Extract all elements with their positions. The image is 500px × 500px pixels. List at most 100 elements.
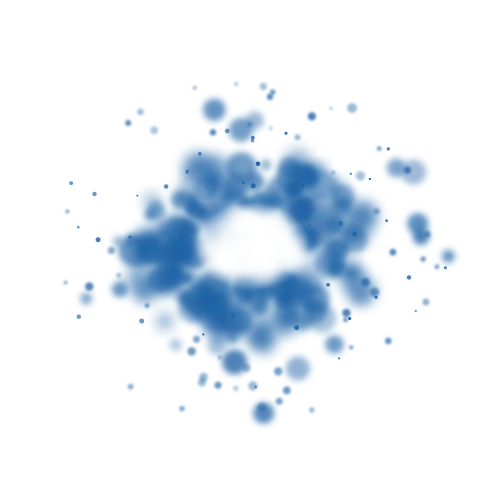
particle [250, 139, 255, 143]
particle [355, 293, 366, 304]
particle [370, 287, 380, 297]
particle [282, 386, 291, 395]
particle [308, 223, 311, 226]
particle [201, 295, 206, 301]
particle [209, 129, 217, 136]
particle [342, 308, 351, 318]
particle [136, 194, 139, 197]
particle [374, 295, 378, 299]
particle [414, 309, 417, 313]
particle [274, 367, 283, 376]
particle [441, 249, 455, 263]
particle [113, 236, 123, 247]
particle [422, 298, 430, 306]
particle [209, 311, 240, 341]
particle [85, 282, 94, 291]
particle [218, 355, 222, 360]
particle [267, 226, 287, 245]
particle [376, 146, 382, 151]
particle [284, 131, 288, 135]
particle [248, 381, 258, 391]
particle [128, 235, 132, 239]
particle [125, 120, 132, 126]
particle [163, 184, 169, 189]
particle [144, 209, 156, 221]
particle [290, 283, 311, 305]
particle [264, 253, 284, 272]
particle [348, 276, 377, 306]
particle [207, 336, 226, 355]
particle [355, 171, 366, 181]
particle [341, 222, 363, 244]
particle [307, 170, 339, 201]
particle [420, 256, 426, 262]
particle [386, 147, 390, 151]
particle [76, 314, 82, 319]
particle [275, 397, 283, 405]
particle [63, 280, 68, 285]
particle [203, 98, 226, 122]
particle [143, 192, 160, 209]
particle [179, 405, 185, 412]
particle [155, 258, 181, 284]
particle [183, 152, 213, 183]
particle [326, 282, 330, 287]
particle [307, 112, 316, 121]
particle [250, 135, 255, 140]
white-core [194, 202, 310, 290]
particle [65, 209, 70, 214]
particle [212, 247, 237, 273]
particle [127, 383, 134, 390]
particle [286, 356, 310, 381]
particle [214, 381, 222, 389]
particle [368, 177, 372, 181]
particle [186, 169, 189, 172]
particle [247, 122, 252, 127]
particle [234, 81, 239, 86]
particle [187, 347, 196, 356]
particle [76, 225, 80, 229]
particle [385, 219, 388, 223]
particle [250, 183, 256, 189]
particle [107, 246, 116, 255]
particle [338, 220, 344, 226]
particle [144, 303, 150, 308]
particle [136, 236, 165, 266]
particle [259, 290, 272, 303]
particle [309, 407, 315, 413]
particle [230, 312, 235, 318]
particle [386, 158, 406, 178]
particle [348, 316, 352, 321]
particle [349, 172, 352, 175]
particle [95, 237, 101, 243]
particle [373, 208, 381, 215]
particle [406, 275, 412, 280]
particle [197, 151, 202, 156]
particle [385, 337, 392, 345]
particle [216, 288, 239, 310]
particle [260, 159, 272, 171]
particle [281, 236, 305, 260]
particle [180, 234, 185, 239]
particle [193, 86, 197, 90]
particle [304, 218, 330, 243]
particle [255, 161, 261, 167]
particle [116, 273, 122, 278]
particle [171, 191, 189, 210]
particle [125, 265, 149, 290]
particle [300, 183, 305, 188]
particle [266, 93, 274, 101]
particle [225, 152, 257, 184]
particle [331, 171, 335, 174]
particle [224, 128, 230, 134]
particle [254, 385, 257, 389]
particle [253, 402, 275, 424]
particle [80, 292, 92, 305]
particle [407, 213, 429, 235]
particle [344, 266, 357, 280]
particle [401, 159, 427, 185]
particle [434, 264, 440, 270]
particle [389, 248, 397, 256]
particle [250, 327, 276, 354]
particle [197, 378, 206, 387]
